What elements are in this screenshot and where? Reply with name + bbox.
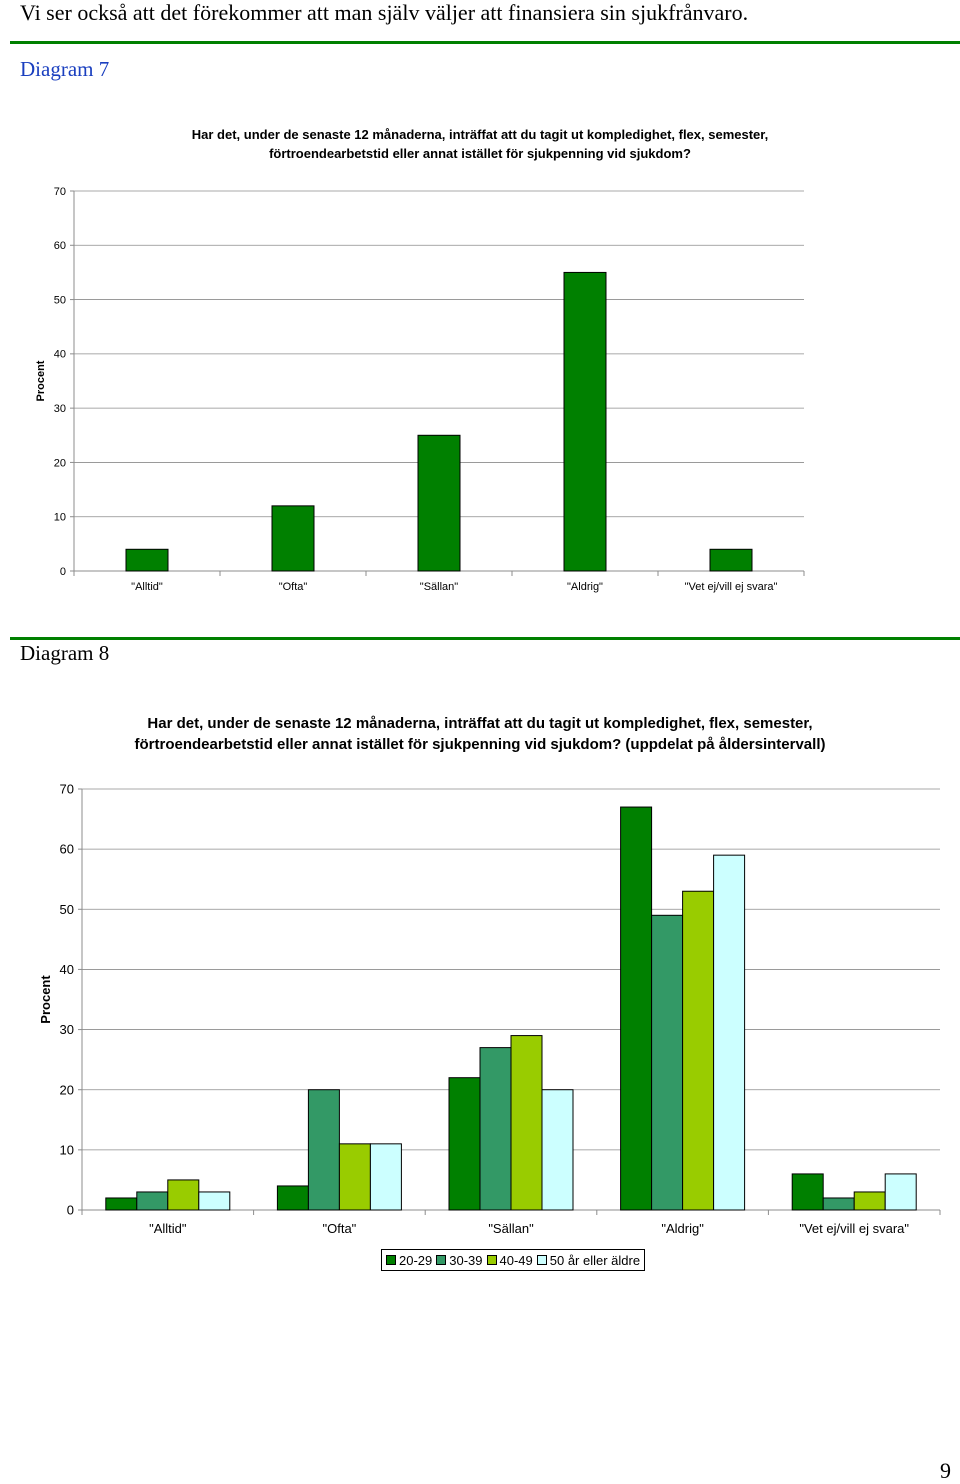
legend-swatch: [486, 1255, 497, 1265]
chart-2-bar: [105, 1197, 138, 1211]
section-rule-top: [10, 41, 960, 44]
chart-2-y-tick-label: 60: [60, 842, 74, 857]
chart-2-category-label: "Sällan": [488, 1221, 534, 1236]
chart-1-bar: [563, 271, 607, 572]
legend-label: 40-49: [499, 1252, 533, 1268]
chart-1-category-label: "Alltid": [131, 581, 163, 593]
legend-item: 30-39: [436, 1252, 483, 1268]
chart-2-bar: [884, 1173, 917, 1211]
legend-swatch: [386, 1255, 396, 1265]
chart-2-y-tick-label: 50: [60, 902, 74, 917]
chart-1-y-tick-label: 70: [54, 186, 66, 198]
chart-2-bar: [369, 1143, 402, 1211]
legend-swatch: [436, 1255, 447, 1265]
chart-1-y-tick-label: 50: [54, 294, 66, 306]
intro-text: Vi ser också att det förekommer att man …: [20, 0, 749, 25]
chart-2-bar: [448, 1077, 481, 1211]
chart-2-category-label: "Alltid": [149, 1221, 187, 1236]
chart-1-title-line1: Har det, under de senaste 12 månaderna, …: [191, 127, 769, 142]
chart-2-bar: [853, 1191, 886, 1211]
chart-2-bar: [276, 1185, 309, 1211]
chart-2-title-line2: förtroendearbetstid eller annat istället…: [134, 736, 826, 753]
chart-1-y-axis-title: Procent: [35, 360, 47, 401]
page-number: 9: [940, 1458, 951, 1483]
chart-1-y-tick-label: 60: [54, 240, 66, 252]
chart-2-bar: [620, 806, 653, 1211]
chart-2-bar: [338, 1143, 371, 1211]
chart-1-title: Har det, under de senaste 12 månaderna, …: [0, 125, 960, 163]
diagram-7-label: Diagram 7: [20, 57, 110, 81]
chart-2-y-tick-label: 70: [60, 782, 74, 797]
chart-2-bar: [822, 1197, 855, 1211]
chart-2-bar: [791, 1173, 824, 1211]
chart-1-y-tick-label: 0: [60, 566, 66, 578]
chart-2-y-tick-label: 40: [60, 962, 74, 977]
chart-2-bar: [136, 1191, 169, 1211]
legend-label: 50 år eller äldre: [549, 1252, 641, 1268]
chart-2-category-label: "Aldrig": [661, 1221, 704, 1236]
legend-item: 40-49: [486, 1252, 533, 1268]
chart-2-bar: [541, 1089, 574, 1211]
chart-1-title-line2: förtroendearbetstid eller annat istället…: [269, 146, 691, 161]
legend-item: 50 år eller äldre: [536, 1252, 641, 1268]
chart-2-title-line1: Har det, under de senaste 12 månaderna, …: [147, 715, 813, 732]
chart-2-bar: [167, 1179, 200, 1211]
chart-1-y-tick-label: 10: [54, 512, 66, 524]
chart-2-y-axis-title: Procent: [38, 975, 53, 1024]
chart-2-bar: [198, 1191, 231, 1211]
chart-1-category-label: "Ofta": [279, 581, 308, 593]
legend-item: 20-29: [386, 1253, 432, 1268]
chart-2-category-label: "Vet ej/vill ej svara": [799, 1221, 909, 1236]
chart-2-bar: [651, 914, 684, 1211]
chart-1-bar: [125, 548, 169, 572]
section-rule-middle: [10, 637, 960, 640]
chart-2-bar: [510, 1035, 543, 1211]
chart-2-bar: [307, 1089, 340, 1211]
diagram-8-label: Diagram 8: [20, 641, 110, 665]
chart-2-title: Har det, under de senaste 12 månaderna, …: [0, 713, 960, 755]
chart-2-y-tick-label: 10: [60, 1142, 74, 1157]
chart-1-y-tick-label: 40: [54, 349, 66, 361]
chart-1-category-label: "Vet ej/vill ej svara": [685, 581, 778, 593]
chart-1-y-tick-label: 30: [54, 403, 66, 415]
chart-2-bar: [713, 854, 746, 1211]
chart-2-bar: [682, 890, 715, 1211]
chart-1: 0 10 20 30 40 50 60 70 "Alltid" "Ofta" "Sällan" "Al…: [35, 186, 805, 593]
chart-1-bar: [709, 548, 753, 572]
chart-2-y-tick-label: 30: [60, 1022, 74, 1037]
chart-2-bar: [479, 1047, 512, 1211]
legend-swatch: [536, 1255, 547, 1265]
chart-1-category-label: "Aldrig": [567, 581, 603, 593]
chart-1-bar: [271, 505, 315, 572]
legend-label: 20-29: [399, 1252, 433, 1268]
legend-label: 30-39: [449, 1252, 483, 1268]
chart-2-y-tick-label: 20: [60, 1082, 74, 1097]
chart-1-bar: [417, 434, 461, 572]
chart-1-category-label: "Sällan": [420, 581, 458, 593]
chart-2-legend: 20-29 30-39 40-49 50 år eller äldre: [381, 1249, 646, 1271]
chart-2-y-tick-label: 0: [67, 1203, 74, 1218]
chart-2-category-label: "Ofta": [323, 1221, 357, 1236]
chart-1-y-tick-label: 20: [54, 457, 66, 469]
